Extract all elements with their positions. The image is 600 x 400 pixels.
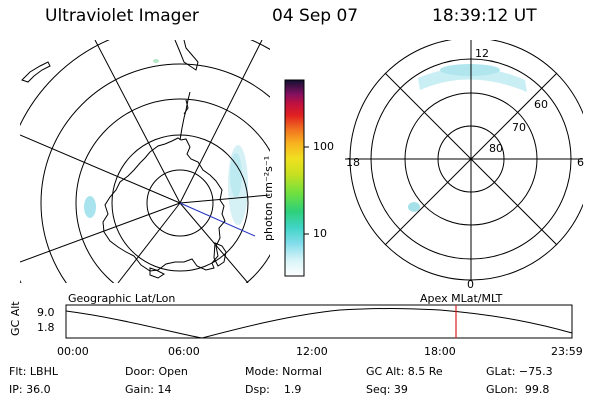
mlt-label-18: 18: [346, 156, 360, 169]
lat-circle: [146, 169, 214, 237]
time-tick-1800: 18:00: [424, 345, 456, 358]
gc-alt-info: GC Alt: 8.5 Re: [366, 365, 443, 378]
peninsula: [179, 91, 191, 141]
colorbar: [284, 79, 309, 277]
ip-info: IP: 36.0: [9, 383, 51, 396]
meridian: [179, 194, 270, 204]
altitude-axis-label: GC Alt: [9, 301, 22, 336]
time-label: 18:39:12 UT: [432, 6, 537, 26]
mlat-label-80: 80: [489, 142, 503, 155]
polar-aurora: [408, 64, 527, 212]
colorbar-unit-label: photon cm⁻²s⁻¹: [262, 155, 275, 241]
mlat-label-60: 60: [534, 98, 548, 111]
meridian: [179, 40, 263, 204]
lat-circle: [40, 63, 270, 283]
altitude-tick-9: 9.0: [37, 306, 55, 319]
meridian: [117, 202, 181, 283]
meridian: [20, 134, 181, 204]
meridian: [179, 202, 249, 283]
door-info: Door: Open: [125, 365, 188, 378]
landmass: [149, 267, 165, 279]
peninsula: [183, 99, 189, 115]
colorbar-gradient: [284, 79, 305, 277]
instrument-title: Ultraviolet Imager: [45, 6, 199, 26]
meridian: [94, 40, 181, 204]
altitude-chart: [65, 304, 573, 339]
seq-info: Seq: 39: [366, 383, 408, 396]
look-direction: [179, 202, 256, 237]
mlt-label-0: 0: [467, 278, 474, 291]
mlat-label-70: 70: [512, 121, 526, 134]
meridian: [20, 202, 181, 263]
mode-info: Mode: Normal: [245, 365, 322, 378]
time-tick-0000: 00:00: [57, 345, 89, 358]
altitude-tick-1: 1.8: [37, 321, 55, 334]
africa: [21, 61, 51, 83]
gain-info: Gain: 14: [125, 383, 172, 396]
time-tick-0600: 06:00: [168, 345, 200, 358]
antarctica-outline: [102, 137, 226, 272]
aurora-glow: [84, 59, 248, 225]
altitude-frame: [65, 304, 573, 339]
dsp-info: Dsp: 1.9: [245, 383, 302, 396]
landmass: [213, 242, 227, 267]
geographic-map: [20, 40, 270, 283]
colorbar-tick-10: 10: [313, 227, 327, 240]
mlt-diagonal: [384, 72, 558, 246]
polar-plot: [345, 40, 583, 281]
colorbar-tick-100: 100: [313, 140, 334, 153]
time-tick-2359: 23:59: [551, 345, 583, 358]
altitude-curve: [65, 308, 573, 339]
glat-info: GLat: −75.3: [486, 365, 553, 378]
mlt-label-12: 12: [475, 47, 489, 60]
glon-info: GLon: 99.8: [486, 383, 550, 396]
south-america: [174, 40, 199, 71]
date-label: 04 Sep 07: [272, 6, 359, 26]
mlt-label-6: 6: [577, 156, 584, 169]
geographic-caption: Geographic Lat/Lon: [68, 292, 176, 305]
lat-circle: [75, 98, 270, 283]
time-tick-1200: 12:00: [296, 345, 328, 358]
lat-circle: [111, 134, 249, 272]
apex-caption: Apex MLat/MLT: [420, 292, 503, 305]
filter-info: Flt: LBHL: [9, 365, 58, 378]
